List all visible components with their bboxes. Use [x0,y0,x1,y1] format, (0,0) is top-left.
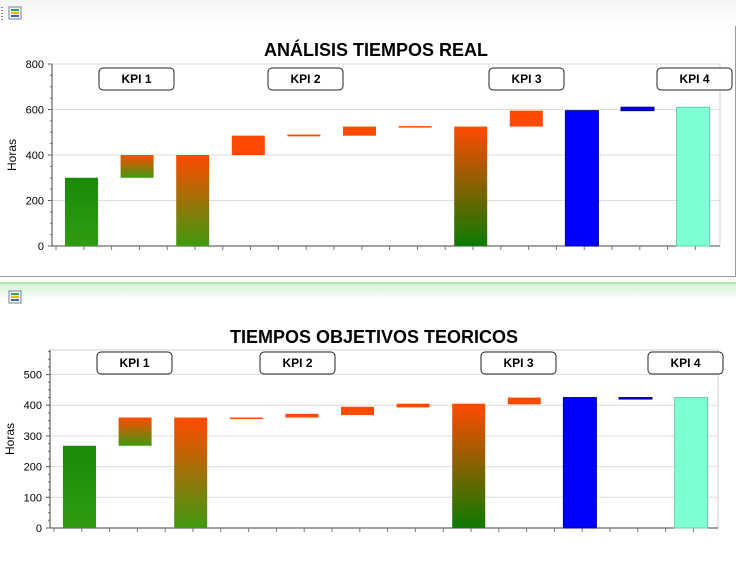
bar [63,445,96,528]
bar [509,110,543,127]
y-tick-label: 200 [24,462,42,474]
bar [118,417,152,446]
chart-toolbar [0,0,736,26]
kpi-callout [96,351,173,375]
y-tick-label: 300 [24,431,42,443]
y-tick-label: 0 [38,241,44,253]
kpi-label: KPI 1 [121,72,151,86]
bar [562,397,597,529]
chart-toolbar [0,282,736,310]
bar [507,397,541,405]
kpi-label: KPI 4 [670,356,700,370]
chart-panel-real: ANÁLISIS TIEMPOS REAL 0 200 400 600 800 Horas K… [0,0,736,277]
chart-panel-teoricos: TIEMPOS OBJETIVOS TEORICOS 0 100 200 300 400 5… [0,282,736,584]
chart-teoricos-svg: TIEMPOS OBJETIVOS TEORICOS 0 100 200 300 400 5… [3,327,724,535]
y-tick-label: 600 [26,105,44,117]
bar [396,403,430,408]
kpi-callout [259,351,336,375]
kpi-callout [488,67,565,91]
y-tick-label: 400 [26,150,44,162]
bar [229,417,263,420]
bar [120,155,154,178]
chart-properties-icon[interactable] [8,290,22,304]
chart-title: TIEMPOS OBJETIVOS TEORICOS [230,327,518,347]
bar [231,135,265,155]
y-axis-label: Horas [3,423,17,455]
kpi-label: KPI 4 [679,72,709,86]
y-tick-label: 500 [24,370,42,382]
chart-properties-icon[interactable] [8,6,22,20]
bar [176,155,210,246]
y-axis-label: Horas [5,139,19,171]
bar [343,126,376,136]
y-tick-label: 800 [26,59,44,71]
kpi-label: KPI 3 [503,356,533,370]
kpi-callout [98,67,175,91]
kpi-label: KPI 1 [119,356,149,370]
bar [341,406,374,416]
kpi-callout [480,351,557,375]
kpi-label: KPI 2 [290,72,320,86]
bar [564,110,599,247]
y-tick-label: 100 [24,492,42,504]
bar [285,413,319,418]
toolbar-grip[interactable] [1,7,3,21]
chart-title: ANÁLISIS TIEMPOS REAL [264,39,488,60]
chart-real-svg: ANÁLISIS TIEMPOS REAL 0 200 400 600 800 Horas K… [5,39,733,253]
y-tick-label: 200 [26,196,44,208]
kpi-callout [647,351,724,375]
y-tick-label: 0 [36,523,42,535]
bar [65,177,98,246]
bar [674,397,709,529]
bar [287,134,321,137]
kpi-label: KPI 3 [511,72,541,86]
kpi-callout [656,67,733,91]
bar [620,106,655,112]
bar [452,403,486,528]
plot-area [49,349,719,529]
y-tick-label: 400 [24,400,42,412]
bar [398,126,432,128]
bar [676,106,711,247]
bar [618,397,653,400]
bar [454,126,488,246]
bar [174,417,208,528]
kpi-callout [267,67,344,91]
kpi-label: KPI 2 [282,356,312,370]
